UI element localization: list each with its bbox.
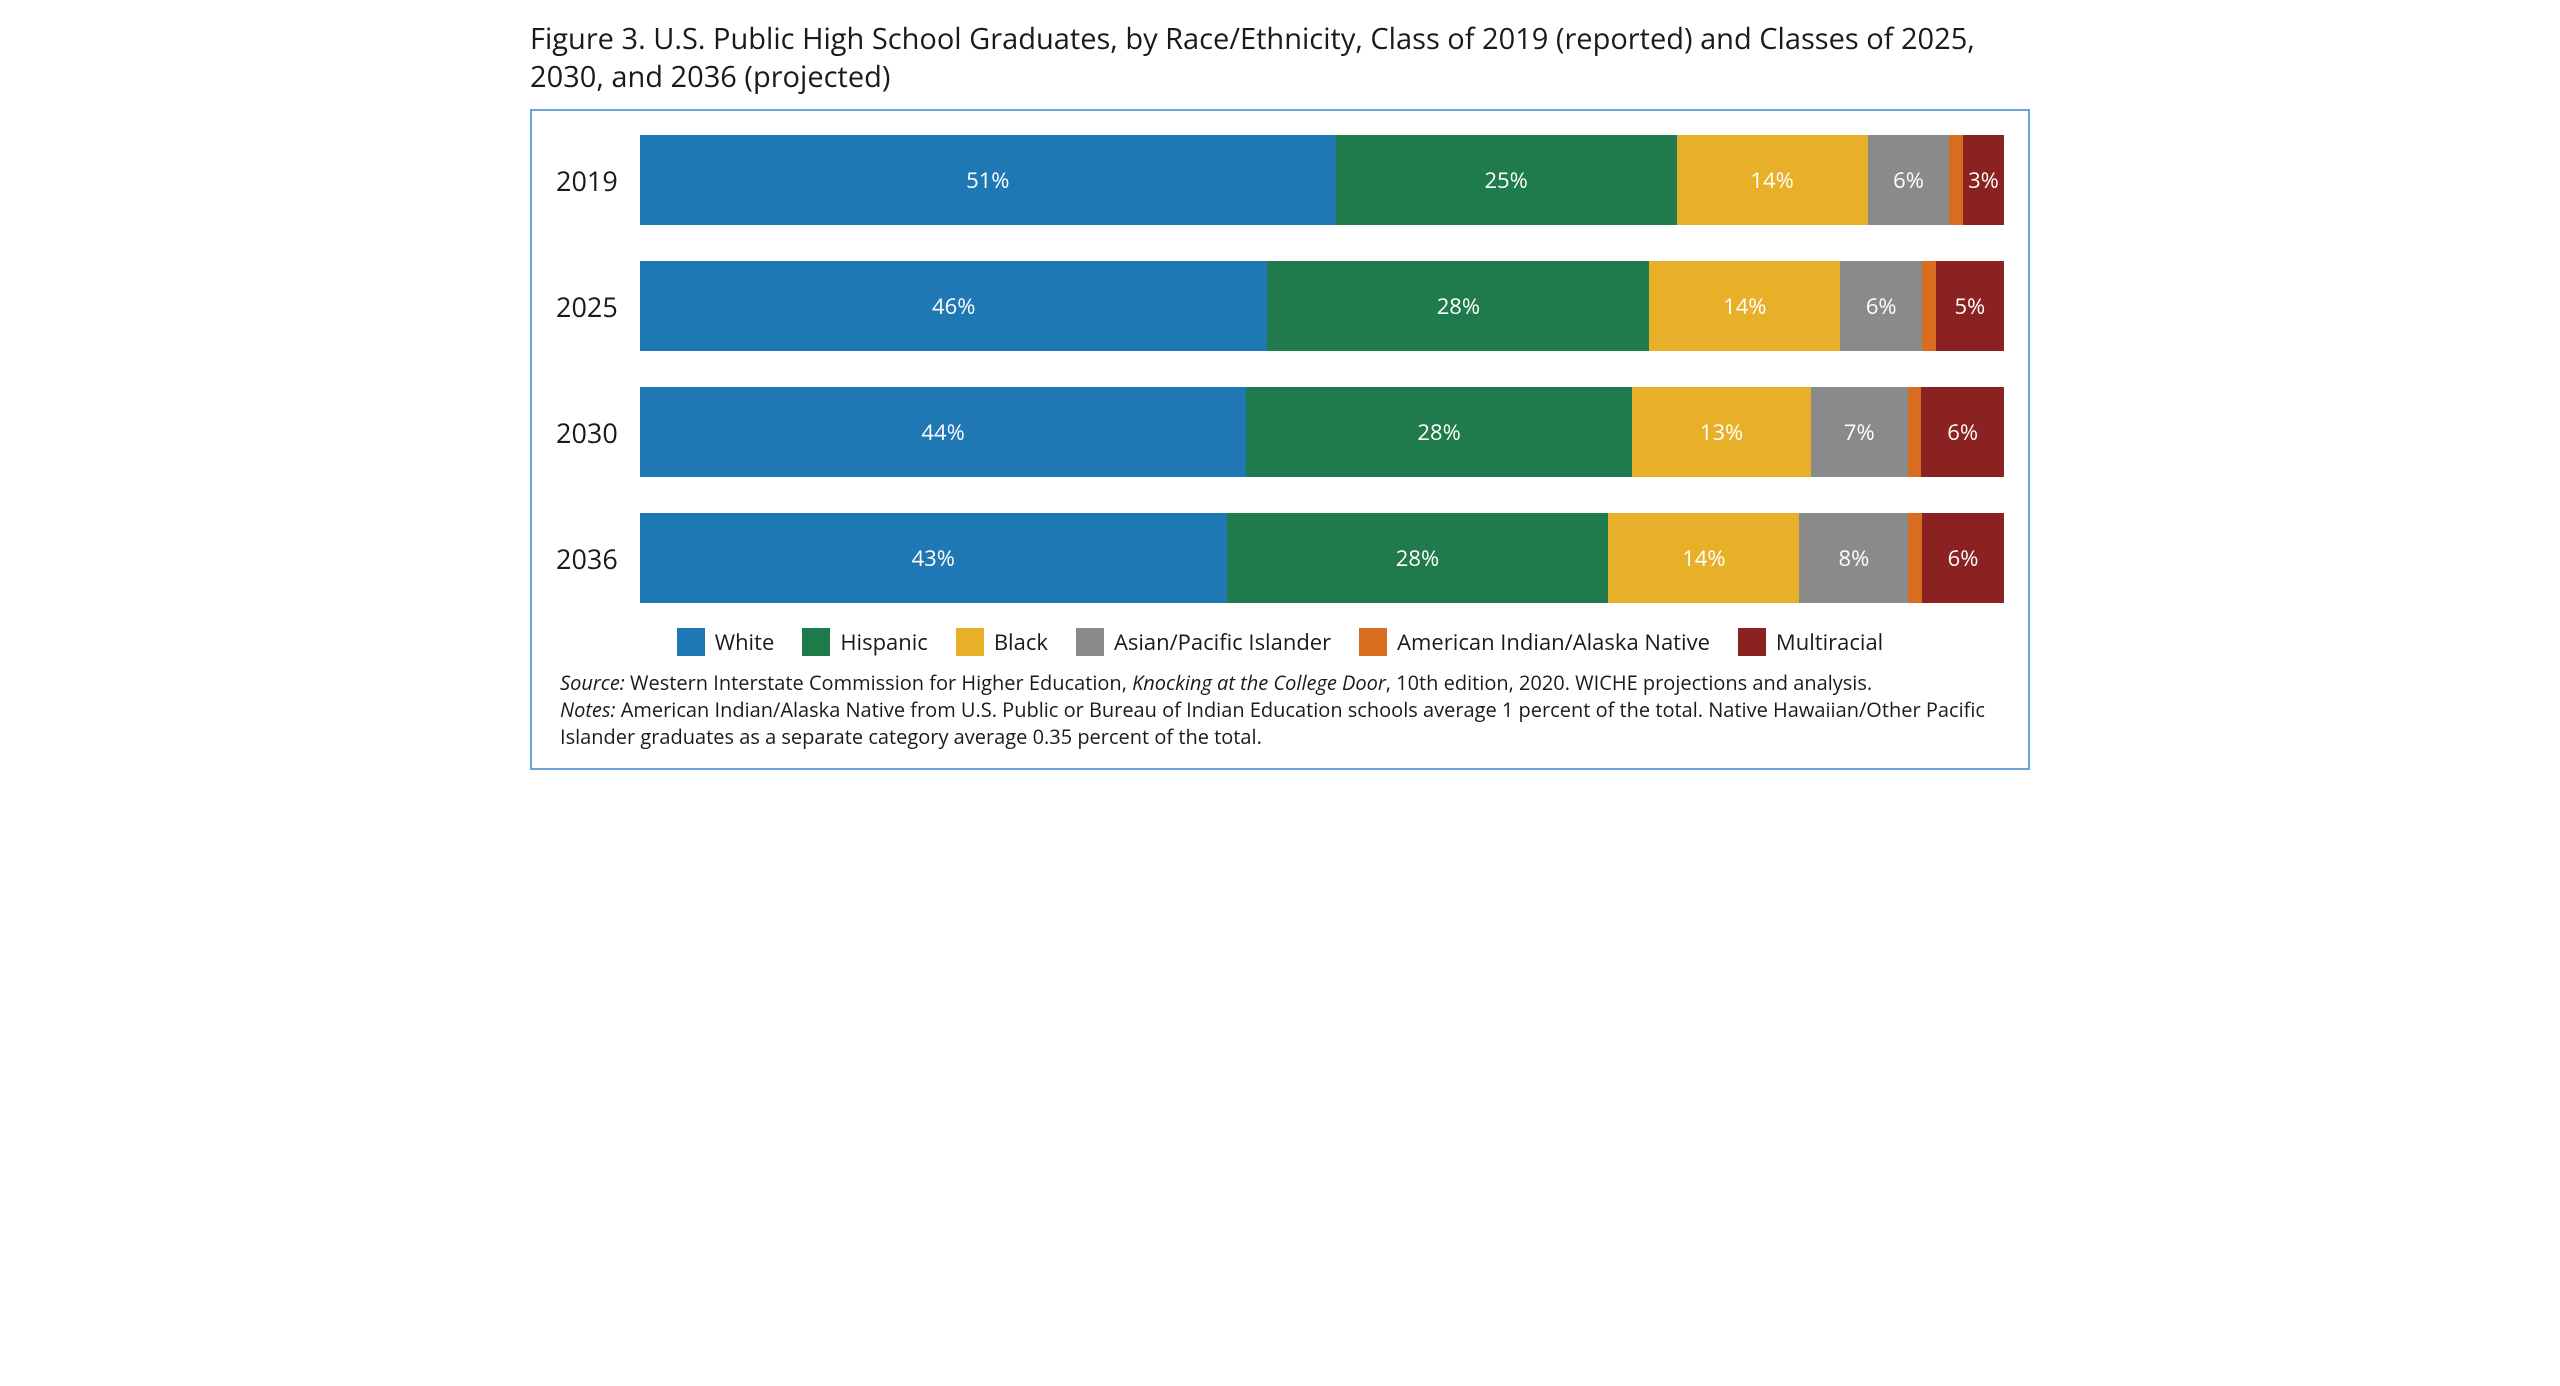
year-label: 2019 <box>556 162 640 199</box>
legend-swatch-icon <box>1738 628 1766 656</box>
legend-item-aian: American Indian/Alaska Native <box>1359 627 1710 657</box>
bar-segment-aian <box>1908 387 1922 477</box>
source-text-1: Western Interstate Commission for Higher… <box>625 669 1132 696</box>
bar-segment-black: 14% <box>1677 135 1868 225</box>
bar-segment-aian <box>1922 261 1936 351</box>
year-label: 2025 <box>556 288 640 325</box>
bar-segment-api: 6% <box>1840 261 1922 351</box>
bar-segment-api: 6% <box>1868 135 1950 225</box>
bar-segment-hispanic: 28% <box>1267 261 1649 351</box>
bar-segment-label: 6% <box>1866 291 1897 321</box>
legend-item-hispanic: Hispanic <box>802 627 928 657</box>
bar-track: 46% 28% 14% 6% 5% <box>640 261 2004 351</box>
bar-segment-black: 14% <box>1649 261 1840 351</box>
bar-row: 2030 44% 28% 13% 7% 6% <box>556 387 2004 477</box>
bar-segment-label: 14% <box>1750 165 1793 195</box>
bar-segment-label: 6% <box>1947 417 1978 447</box>
bar-segment-label: 5% <box>1954 291 1985 321</box>
legend-item-multi: Multiracial <box>1738 627 1883 657</box>
bar-row: 2019 51% 25% 14% 6% 3% <box>556 135 2004 225</box>
bar-row: 2025 46% 28% 14% 6% 5% <box>556 261 2004 351</box>
bar-segment-label: 51% <box>966 165 1009 195</box>
legend-label: Asian/Pacific Islander <box>1114 627 1331 657</box>
bar-segment-label: 43% <box>912 543 955 573</box>
legend-label: Multiracial <box>1776 627 1883 657</box>
source-prefix: Source: <box>560 669 625 696</box>
bar-segment-multi: 6% <box>1922 513 2004 603</box>
bar-segment-white: 43% <box>640 513 1227 603</box>
bar-segment-api: 7% <box>1811 387 1907 477</box>
bar-segment-label: 13% <box>1700 417 1743 447</box>
legend-swatch-icon <box>677 628 705 656</box>
legend-swatch-icon <box>1359 628 1387 656</box>
source-line: Source: Western Interstate Commission fo… <box>560 669 2000 696</box>
bar-track: 44% 28% 13% 7% 6% <box>640 387 2004 477</box>
bar-segment-label: 8% <box>1839 543 1870 573</box>
bar-segment-black: 13% <box>1632 387 1811 477</box>
legend-label: American Indian/Alaska Native <box>1397 627 1710 657</box>
legend-item-white: White <box>677 627 775 657</box>
bar-segment-label: 28% <box>1396 543 1439 573</box>
bar-segment-label: 44% <box>921 417 964 447</box>
bar-track: 43% 28% 14% 8% 6% <box>640 513 2004 603</box>
legend-label: Black <box>994 627 1048 657</box>
notes-prefix: Notes: <box>560 696 616 723</box>
bar-segment-label: 46% <box>932 291 975 321</box>
bar-segment-aian <box>1949 135 1963 225</box>
bar-track: 51% 25% 14% 6% 3% <box>640 135 2004 225</box>
notes-text: American Indian/Alaska Native from U.S. … <box>560 696 1985 750</box>
bar-segment-label: 3% <box>1968 165 1999 195</box>
legend-swatch-icon <box>802 628 830 656</box>
bar-segment-multi: 5% <box>1936 261 2004 351</box>
bar-segment-white: 44% <box>640 387 1246 477</box>
legend-label: Hispanic <box>840 627 928 657</box>
legend-swatch-icon <box>956 628 984 656</box>
bar-segment-label: 14% <box>1682 543 1725 573</box>
bar-segment-white: 51% <box>640 135 1336 225</box>
figure-title: Figure 3. U.S. Public High School Gradua… <box>530 20 2030 95</box>
bar-segment-hispanic: 28% <box>1246 387 1632 477</box>
bar-segment-label: 7% <box>1844 417 1875 447</box>
legend-item-api: Asian/Pacific Islander <box>1076 627 1331 657</box>
bar-segment-hispanic: 28% <box>1227 513 1609 603</box>
chart-area: 201951%25%14%6%3%202546%28%14%6%5%203044… <box>530 109 2030 770</box>
year-label: 2036 <box>556 540 640 577</box>
bar-segment-multi: 3% <box>1963 135 2004 225</box>
chart-footnotes: Source: Western Interstate Commission fo… <box>556 663 2004 758</box>
bar-segment-white: 46% <box>640 261 1267 351</box>
bar-segment-multi: 6% <box>1921 387 2004 477</box>
bar-segment-label: 6% <box>1893 165 1924 195</box>
chart-legend: White Hispanic Black Asian/Pacific Islander… <box>556 621 2004 663</box>
bar-row: 2036 43% 28% 14% 8% 6% <box>556 513 2004 603</box>
legend-label: White <box>715 627 775 657</box>
legend-swatch-icon <box>1076 628 1104 656</box>
bar-segment-label: 25% <box>1484 165 1527 195</box>
figure-container: Figure 3. U.S. Public High School Gradua… <box>530 20 2030 770</box>
year-label: 2030 <box>556 414 640 451</box>
source-title-italic: Knocking at the College Door <box>1132 669 1386 696</box>
notes-line: Notes: American Indian/Alaska Native fro… <box>560 696 2000 750</box>
bar-segment-label: 14% <box>1723 291 1766 321</box>
bars-host: 201951%25%14%6%3%202546%28%14%6%5%203044… <box>556 135 2004 603</box>
bar-segment-black: 14% <box>1608 513 1799 603</box>
bar-segment-label: 6% <box>1948 543 1979 573</box>
source-text-2: , 10th edition, 2020. WICHE projections … <box>1386 669 1872 696</box>
bar-segment-label: 28% <box>1437 291 1480 321</box>
bar-segment-label: 28% <box>1417 417 1460 447</box>
bar-segment-hispanic: 25% <box>1336 135 1677 225</box>
bar-segment-api: 8% <box>1799 513 1908 603</box>
legend-item-black: Black <box>956 627 1048 657</box>
bar-segment-aian <box>1908 513 1922 603</box>
